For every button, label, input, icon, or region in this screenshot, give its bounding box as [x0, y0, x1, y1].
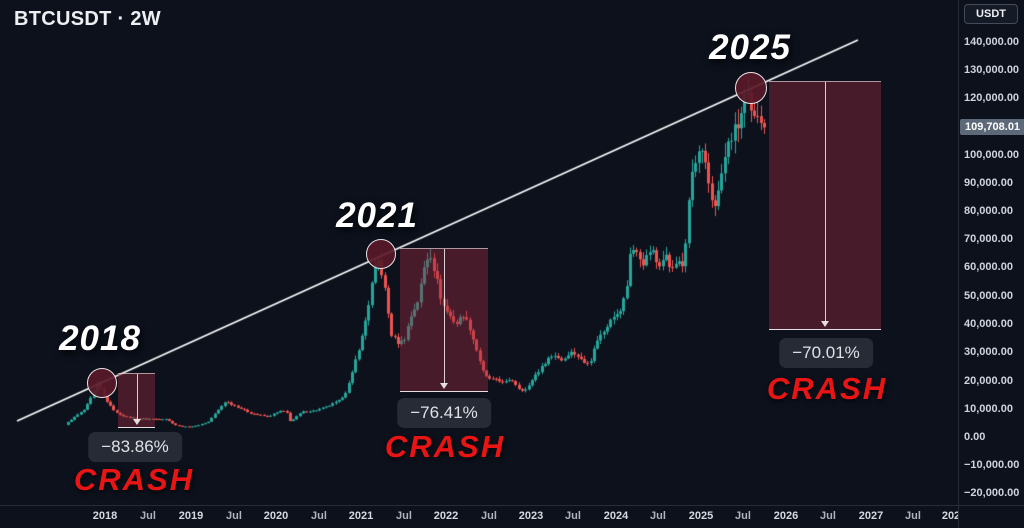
measure-arrow-line	[444, 249, 445, 384]
time-tick: Jul	[226, 510, 242, 522]
time-tick: Jul	[140, 510, 156, 522]
time-tick: Jul	[396, 510, 412, 522]
time-axis[interactable]: 2018 Jul 2019 Jul 2020 Jul 2021 Jul 2022 Jul 2023 J…	[0, 505, 958, 528]
crash-percent-label-2025[interactable]: −70.01%	[779, 338, 873, 368]
price-axis[interactable]: 140,000.00 130,000.00 120,000.00 100,000.00…	[958, 0, 1024, 505]
time-axis-separator	[0, 505, 1024, 506]
time-tick: Jul	[650, 510, 666, 522]
peak-circle-2018[interactable]	[87, 368, 117, 398]
currency-unit-button[interactable]: USDT	[964, 4, 1018, 24]
down-arrow-icon	[440, 383, 448, 389]
peak-year-label-2025[interactable]: 2025	[709, 28, 791, 67]
peak-circle-2025[interactable]	[735, 72, 767, 104]
time-tick: 2023	[518, 510, 544, 522]
time-tick: 2025	[688, 510, 714, 522]
measure-arrow-line	[825, 82, 826, 322]
time-tick: Jul	[735, 510, 751, 522]
crash-zone-2021[interactable]	[400, 248, 488, 392]
price-tick: 50,000.00	[964, 290, 1013, 302]
price-tick: 20,000.00	[964, 375, 1013, 387]
time-tick: 202	[941, 510, 958, 522]
price-tick: 130,000.00	[964, 64, 1020, 76]
crash-percent-label-2021[interactable]: −76.41%	[397, 398, 491, 428]
time-tick: 2019	[178, 510, 204, 522]
time-tick: 2020	[263, 510, 289, 522]
crash-text-label-2025[interactable]: CRASH	[766, 371, 888, 406]
price-tick: 100,000.00	[964, 149, 1020, 161]
price-tick: −20,000.00	[964, 487, 1020, 499]
price-tick: 0.00	[964, 431, 986, 443]
time-tick: 2018	[92, 510, 118, 522]
price-tick: 80,000.00	[964, 205, 1013, 217]
price-tick: 40,000.00	[964, 318, 1013, 330]
price-axis-separator	[958, 0, 959, 528]
time-tick: Jul	[481, 510, 497, 522]
peak-year-label-2021[interactable]: 2021	[336, 196, 418, 235]
peak-circle-2021[interactable]	[366, 239, 396, 269]
crash-zone-2018[interactable]	[118, 373, 155, 428]
down-arrow-icon	[821, 321, 829, 327]
time-tick: 2024	[603, 510, 629, 522]
crash-zone-2025[interactable]	[769, 81, 881, 330]
price-tick: 70,000.00	[964, 233, 1013, 245]
time-tick: 2021	[348, 510, 374, 522]
time-tick: 2022	[433, 510, 459, 522]
time-tick: Jul	[565, 510, 581, 522]
crash-percent-label-2018[interactable]: −83.86%	[88, 432, 182, 462]
price-tick: −10,000.00	[964, 459, 1020, 471]
time-tick: 2027	[858, 510, 884, 522]
price-tick: 30,000.00	[964, 346, 1013, 358]
price-tick: 140,000.00	[964, 36, 1020, 48]
time-tick: Jul	[820, 510, 836, 522]
time-tick: Jul	[905, 510, 921, 522]
peak-year-label-2018[interactable]: 2018	[59, 319, 141, 358]
time-tick: Jul	[311, 510, 327, 522]
current-price-badge: 109,708.01	[960, 119, 1024, 135]
crash-text-label-2018[interactable]: CRASH	[73, 462, 195, 497]
measure-arrow-line	[136, 374, 138, 420]
time-tick: 2026	[773, 510, 799, 522]
symbol-title[interactable]: BTCUSDT · 2W	[14, 8, 161, 30]
price-tick: 60,000.00	[964, 261, 1013, 273]
price-tick: 120,000.00	[964, 92, 1020, 104]
crash-text-label-2021[interactable]: CRASH	[384, 429, 506, 464]
down-arrow-icon	[132, 419, 141, 425]
price-tick: 10,000.00	[964, 403, 1013, 415]
price-tick: 90,000.00	[964, 177, 1013, 189]
